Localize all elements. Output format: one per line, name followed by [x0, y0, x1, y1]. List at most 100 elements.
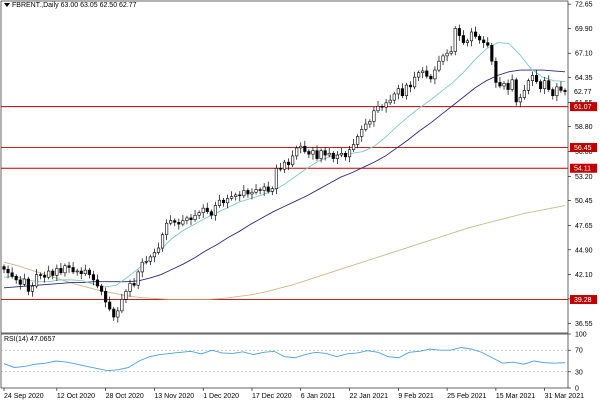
candle: [331, 151, 335, 163]
candle: [425, 65, 429, 79]
candle-body: [6, 268, 10, 274]
price-panel-border: [0, 0, 569, 334]
candle: [299, 142, 303, 154]
candle-body: [55, 268, 59, 276]
candle: [75, 268, 79, 276]
price-tick-label: 50.45: [575, 198, 593, 205]
time-tick-label: 22 Jan 2021: [350, 393, 389, 400]
candle-body: [469, 31, 474, 42]
dropdown-triangle-icon[interactable]: [4, 3, 10, 8]
candle: [189, 214, 193, 226]
candle: [514, 77, 518, 106]
candle-body: [83, 269, 87, 274]
candle: [413, 71, 417, 90]
candle: [356, 134, 360, 149]
candle-body: [543, 80, 547, 89]
current-price-label-bg: [570, 87, 597, 97]
candle: [144, 255, 148, 265]
candle-body: [221, 199, 226, 204]
candle: [14, 274, 18, 284]
candle: [55, 264, 59, 281]
candle: [429, 74, 433, 83]
candle: [39, 272, 43, 280]
candle-body: [234, 194, 238, 197]
candle-body: [108, 301, 112, 310]
candle-body: [181, 220, 185, 225]
rsi-panel-border: [0, 333, 569, 389]
price-tick-label: 69.90: [575, 26, 593, 33]
candle-body: [404, 84, 409, 97]
candle-body: [63, 265, 67, 274]
candle-body: [91, 274, 95, 281]
time-tick-label: 25 Feb 2021: [447, 393, 486, 400]
candle: [83, 264, 87, 276]
candle-body: [209, 211, 213, 216]
time-tick-label: 28 Oct 2020: [106, 393, 144, 400]
candle-body: [518, 97, 522, 103]
candle: [124, 289, 128, 304]
candle-body: [441, 55, 445, 62]
candle-body: [34, 274, 39, 287]
candle-body: [136, 271, 140, 286]
candle-body: [555, 86, 559, 97]
candle: [87, 267, 91, 279]
candle: [217, 194, 222, 208]
candle: [404, 82, 409, 100]
candle: [140, 258, 144, 278]
candle-body: [217, 199, 222, 206]
candle: [108, 296, 112, 312]
candle: [63, 263, 67, 277]
candle-body: [352, 144, 356, 151]
candle-body: [388, 99, 392, 104]
candle-body: [445, 52, 449, 57]
candle: [417, 70, 421, 81]
candle: [555, 83, 559, 102]
candle-body: [522, 90, 526, 98]
candle-body: [307, 151, 311, 155]
candle: [478, 34, 482, 44]
candle-body: [425, 70, 429, 77]
candle-body: [270, 188, 274, 192]
candle: [445, 49, 449, 62]
price-tick-label: 58.80: [575, 124, 593, 131]
candle: [79, 267, 83, 280]
candle-body: [30, 285, 35, 292]
candle-body: [547, 80, 551, 90]
candle-body: [502, 83, 506, 87]
candle-body: [148, 256, 152, 262]
candle: [343, 151, 348, 161]
level-label-bg: [570, 295, 597, 305]
candle: [270, 186, 274, 196]
candle-body: [266, 186, 270, 192]
candle: [282, 159, 287, 174]
candle: [360, 125, 364, 142]
candle: [67, 261, 71, 273]
candle: [193, 209, 197, 222]
candle: [51, 268, 55, 280]
candle-body: [47, 270, 51, 278]
candle: [307, 149, 311, 158]
candle: [498, 77, 502, 89]
price-tick-label: 67.10: [575, 51, 593, 58]
candle-body: [372, 110, 376, 122]
candle-body: [319, 150, 323, 159]
candle: [559, 81, 563, 93]
candle-body: [510, 79, 514, 90]
candle: [246, 188, 250, 198]
candle-body: [22, 278, 26, 285]
candle-body: [144, 260, 148, 263]
level-label: 61.07: [574, 104, 592, 111]
candle: [453, 26, 457, 56]
symbol-label: FBRENT.,Daily: [12, 2, 59, 9]
symbol-header: FBRENT.,Daily 63.00 63.05 62.50 62.77: [4, 2, 137, 9]
candle-body: [514, 79, 518, 103]
candle: [238, 191, 242, 202]
time-tick-label: 12 Oct 2020: [57, 393, 95, 400]
candle: [185, 215, 189, 225]
candle-body: [26, 278, 30, 292]
candle: [291, 150, 295, 167]
candle: [266, 181, 270, 194]
candle-body: [254, 189, 258, 193]
candle: [18, 276, 22, 290]
rsi-line: [3, 347, 566, 372]
